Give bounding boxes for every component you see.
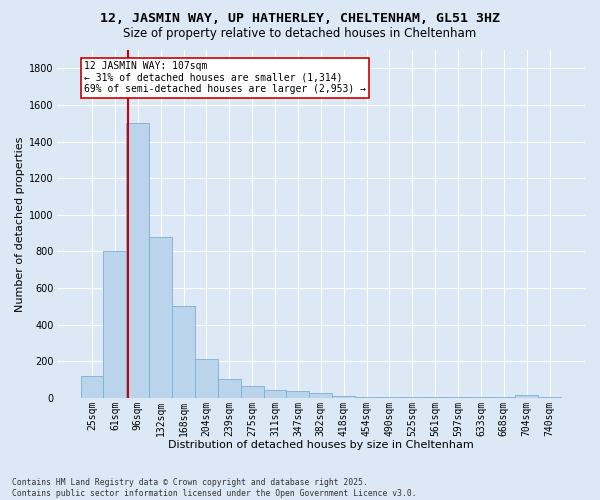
Bar <box>538 397 561 398</box>
Text: Contains HM Land Registry data © Crown copyright and database right 2025.
Contai: Contains HM Land Registry data © Crown c… <box>12 478 416 498</box>
Bar <box>378 397 401 398</box>
Bar <box>172 306 195 398</box>
Bar <box>80 376 103 398</box>
Bar <box>127 123 149 398</box>
Bar <box>469 397 493 398</box>
Bar <box>263 390 286 398</box>
Bar <box>515 395 538 398</box>
Bar <box>218 378 241 398</box>
Bar <box>424 397 446 398</box>
Text: Size of property relative to detached houses in Cheltenham: Size of property relative to detached ho… <box>124 28 476 40</box>
Bar <box>241 386 263 398</box>
Bar <box>446 397 469 398</box>
Y-axis label: Number of detached properties: Number of detached properties <box>15 136 25 312</box>
Bar <box>401 397 424 398</box>
Bar <box>493 397 515 398</box>
Bar <box>195 360 218 398</box>
Bar <box>149 236 172 398</box>
Text: 12 JASMIN WAY: 107sqm
← 31% of detached houses are smaller (1,314)
69% of semi-d: 12 JASMIN WAY: 107sqm ← 31% of detached … <box>84 61 366 94</box>
Text: 12, JASMIN WAY, UP HATHERLEY, CHELTENHAM, GL51 3HZ: 12, JASMIN WAY, UP HATHERLEY, CHELTENHAM… <box>100 12 500 26</box>
Bar <box>355 397 378 398</box>
Bar <box>103 252 127 398</box>
X-axis label: Distribution of detached houses by size in Cheltenham: Distribution of detached houses by size … <box>168 440 473 450</box>
Bar <box>286 392 310 398</box>
Bar <box>332 396 355 398</box>
Bar <box>310 392 332 398</box>
